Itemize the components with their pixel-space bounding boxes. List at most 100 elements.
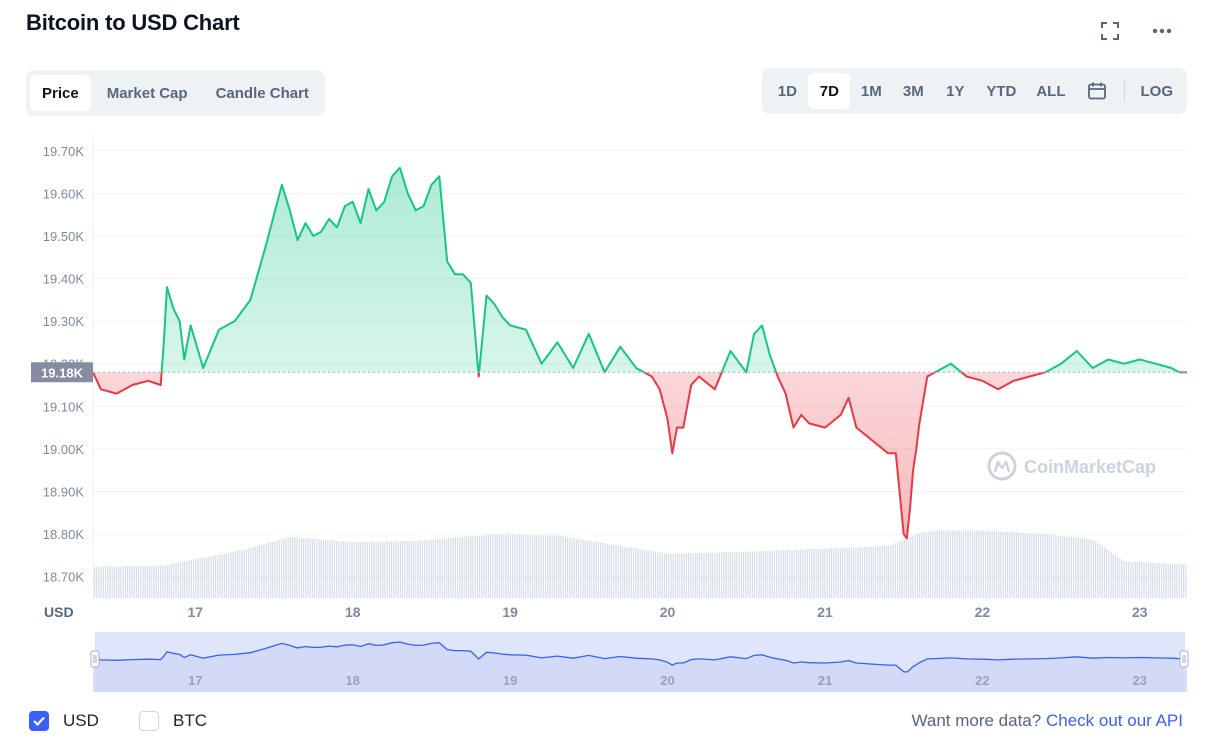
- more-options-icon[interactable]: [1151, 20, 1173, 42]
- btc-checkbox-box[interactable]: [139, 711, 159, 731]
- volume-bar: [558, 535, 560, 598]
- volume-bar: [120, 566, 122, 598]
- volume-bar: [516, 534, 518, 598]
- volume-bar: [784, 550, 786, 598]
- volume-bar: [855, 547, 857, 598]
- tab-candle-chart[interactable]: Candle Chart: [215, 84, 309, 102]
- btc-checkbox[interactable]: BTC: [139, 711, 207, 731]
- volume-bar: [327, 539, 329, 598]
- volume-bar: [756, 551, 758, 598]
- navigator-tick-label: 19: [503, 673, 517, 688]
- volume-bar: [1150, 562, 1152, 598]
- volume-bar: [1185, 564, 1187, 598]
- range-1m[interactable]: 1M: [860, 82, 882, 100]
- volume-bar: [307, 538, 309, 598]
- range-all[interactable]: ALL: [1036, 82, 1066, 100]
- range-1d[interactable]: 1D: [777, 82, 797, 100]
- usd-checkbox[interactable]: USD: [29, 711, 99, 731]
- volume-bar: [974, 530, 976, 598]
- fullscreen-icon[interactable]: [1099, 20, 1121, 42]
- volume-bar: [342, 541, 344, 598]
- volume-bar: [628, 547, 630, 598]
- up-area: [93, 167, 1187, 373]
- volume-bar: [197, 558, 199, 598]
- volume-bar: [817, 548, 819, 598]
- range-3m[interactable]: 3M: [902, 82, 924, 100]
- volume-bar: [758, 551, 760, 598]
- log-scale-toggle[interactable]: LOG: [1140, 82, 1174, 100]
- volume-bar: [320, 539, 322, 598]
- tab-price[interactable]: Price: [30, 75, 91, 111]
- volume-bar: [1057, 535, 1059, 598]
- volume-bar: [1128, 561, 1130, 598]
- range-1y[interactable]: 1Y: [946, 82, 965, 100]
- volume-bar: [234, 551, 236, 598]
- volume-bar: [199, 558, 201, 598]
- volume-bar: [815, 548, 817, 598]
- volume-bar: [569, 537, 571, 598]
- volume-bar: [542, 535, 544, 598]
- volume-bar: [804, 549, 806, 598]
- volume-bar: [921, 532, 923, 598]
- volume-bar: [989, 530, 991, 598]
- volume-bar: [710, 552, 712, 598]
- range-7d[interactable]: 7D: [808, 73, 851, 109]
- volume-bar: [384, 541, 386, 598]
- volume-bar: [549, 535, 551, 598]
- volume-bar: [716, 552, 718, 598]
- volume-bar: [309, 538, 311, 598]
- api-link[interactable]: Check out our API: [1045, 711, 1183, 730]
- volume-bar: [657, 552, 659, 598]
- volume-bar: [791, 549, 793, 598]
- volume-bar: [1066, 536, 1068, 598]
- volume-bar: [256, 545, 258, 598]
- volume-bar: [626, 547, 628, 598]
- volume-bar: [1040, 533, 1042, 598]
- volume-bar: [263, 544, 265, 598]
- volume-bar: [457, 537, 459, 598]
- volume-bar: [534, 535, 536, 598]
- volume-bar: [567, 537, 569, 598]
- tab-market-cap[interactable]: Market Cap: [106, 84, 188, 102]
- navigator-left-handle[interactable]: [90, 650, 100, 668]
- volume-bar: [769, 550, 771, 598]
- volume-bar: [507, 534, 509, 598]
- volume-bar: [776, 550, 778, 598]
- navigator-right-handle[interactable]: [1179, 650, 1189, 668]
- y-tick-label: 19.00K: [43, 442, 85, 457]
- y-tick-label: 19.10K: [43, 399, 85, 414]
- volume-bar: [514, 534, 516, 598]
- volume-bar: [976, 530, 978, 598]
- volume-bar: [1055, 535, 1057, 598]
- volume-bar: [712, 552, 714, 598]
- usd-checkbox-box[interactable]: [29, 711, 49, 731]
- volume-bar: [186, 560, 188, 598]
- volume-bar: [461, 537, 463, 598]
- volume-bar: [131, 566, 133, 598]
- volume-bar: [1108, 550, 1110, 598]
- volume-bar: [223, 553, 225, 598]
- volume-bar: [575, 538, 577, 598]
- price-chart: 19.70K19.60K19.50K19.40K19.30K19.20K19.1…: [31, 132, 1189, 692]
- volume-bar: [358, 541, 360, 598]
- volume-bar: [1174, 563, 1176, 598]
- volume-bar: [767, 550, 769, 598]
- range-ytd[interactable]: YTD: [986, 82, 1017, 100]
- volume-bar: [201, 557, 203, 598]
- volume-bar: [956, 530, 958, 598]
- volume-bar: [1015, 532, 1017, 598]
- volume-bar: [837, 548, 839, 598]
- baseline-label: 19.18K: [41, 365, 84, 380]
- volume-bar: [932, 530, 934, 598]
- volume-bar: [886, 546, 888, 598]
- calendar-icon[interactable]: [1076, 73, 1118, 109]
- handle-grip: [1179, 650, 1189, 668]
- volume-bar: [905, 538, 907, 598]
- volume-bar: [417, 540, 419, 598]
- volume-bar: [580, 539, 582, 598]
- volume-bar: [670, 553, 672, 598]
- volume-bar: [393, 541, 395, 598]
- volume-bar: [1154, 562, 1156, 598]
- volume-bar: [943, 530, 945, 598]
- volume-bar: [377, 541, 379, 598]
